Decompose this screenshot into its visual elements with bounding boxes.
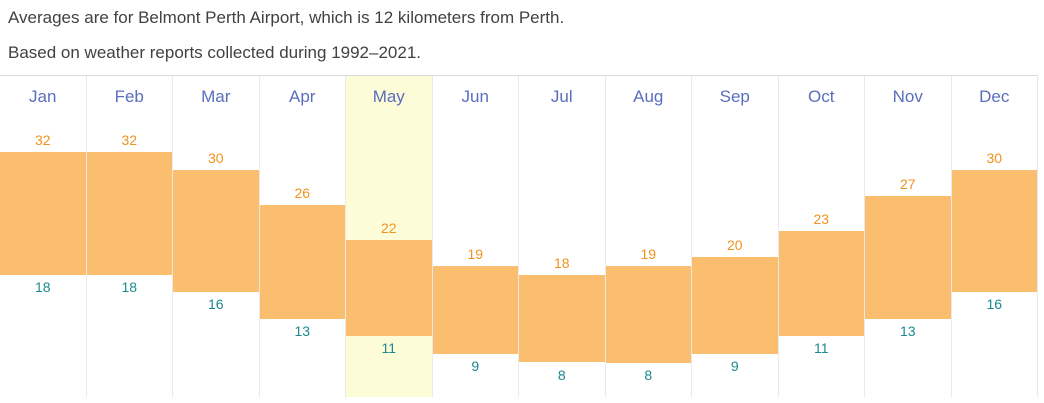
month-label-may[interactable]: May (372, 87, 405, 106)
high-temp-value: 19 (467, 246, 484, 262)
low-temp-value: 13 (294, 322, 311, 339)
month-label-oct[interactable]: Oct (808, 87, 835, 106)
month-label-apr[interactable]: Apr (289, 87, 316, 106)
low-temp-value: 11 (813, 340, 829, 357)
month-label-jan[interactable]: Jan (29, 87, 57, 106)
month-column-jan: Jan 32 18 (0, 76, 87, 397)
temperature-range-bar (605, 266, 691, 363)
month-label-mar[interactable]: Mar (201, 87, 231, 106)
temperature-range-bar (0, 152, 86, 275)
station-note: Averages are for Belmont Perth Airport, … (8, 8, 565, 27)
temperature-range-bar (951, 169, 1037, 293)
period-note: Based on weather reports collected durin… (8, 43, 422, 62)
low-temp-value: 8 (557, 366, 566, 383)
high-temp-value: 22 (380, 219, 397, 236)
monthly-temperature-table: Jan 32 18 Feb 32 18 Mar 30 16 Apr 26 13 May 22 11 Jun 19… (0, 75, 1038, 397)
low-temp-value: 13 (899, 322, 916, 339)
month-column-apr: Apr 26 13 (259, 76, 346, 397)
high-temp-value: 32 (34, 132, 51, 148)
temperature-range-bar (259, 204, 345, 319)
month-label-jul[interactable]: Jul (550, 87, 573, 106)
low-temp-value: 18 (121, 278, 138, 295)
low-temp-value: 9 (471, 357, 480, 374)
month-column-jul: Jul 18 8 (519, 76, 606, 397)
temperature-range-bar (346, 239, 432, 337)
low-temp-value: 11 (381, 340, 397, 357)
month-column-oct: Oct 23 11 (778, 76, 865, 397)
month-label-sep[interactable]: Sep (719, 87, 750, 106)
intro-notes: Averages are for Belmont Perth Airport, … (0, 0, 1044, 66)
temperature-range-bar (865, 195, 951, 319)
temperature-range-bar (86, 152, 172, 275)
low-temp-value: 16 (986, 296, 1003, 313)
month-label-jun[interactable]: Jun (461, 87, 489, 106)
low-temp-value: 16 (207, 296, 224, 313)
temperature-range-bar (778, 230, 864, 337)
month-column-jun: Jun 19 9 (432, 76, 519, 397)
low-temp-value: 8 (644, 366, 653, 383)
temperature-range-bar (692, 257, 778, 354)
high-temp-value: 27 (899, 175, 916, 192)
month-label-feb[interactable]: Feb (114, 87, 144, 106)
month-label-dec[interactable]: Dec (979, 87, 1010, 106)
month-column-sep: Sep 20 9 (692, 76, 779, 397)
month-column-aug: Aug 19 8 (605, 76, 692, 397)
high-temp-value: 23 (813, 210, 830, 227)
temperature-range-bar (173, 169, 259, 293)
month-column-nov: Nov 27 13 (865, 76, 952, 397)
high-temp-value: 20 (726, 237, 743, 254)
month-column-dec: Dec 30 16 (951, 76, 1038, 397)
month-label-aug[interactable]: Aug (633, 87, 664, 106)
high-temp-value: 19 (640, 246, 657, 262)
temperature-range-bar (519, 274, 605, 363)
high-temp-value: 30 (986, 149, 1003, 166)
high-temp-value: 32 (121, 132, 138, 148)
month-column-feb: Feb 32 18 (86, 76, 173, 397)
low-temp-value: 18 (34, 278, 51, 295)
month-column-mar: Mar 30 16 (173, 76, 260, 397)
temperature-range-bar (432, 266, 518, 354)
month-label-nov[interactable]: Nov (892, 87, 923, 106)
high-temp-value: 30 (207, 149, 224, 166)
high-temp-value: 18 (553, 254, 570, 271)
low-temp-value: 9 (730, 357, 739, 374)
high-temp-value: 26 (294, 184, 311, 201)
month-column-may: May 22 11 (346, 76, 433, 397)
